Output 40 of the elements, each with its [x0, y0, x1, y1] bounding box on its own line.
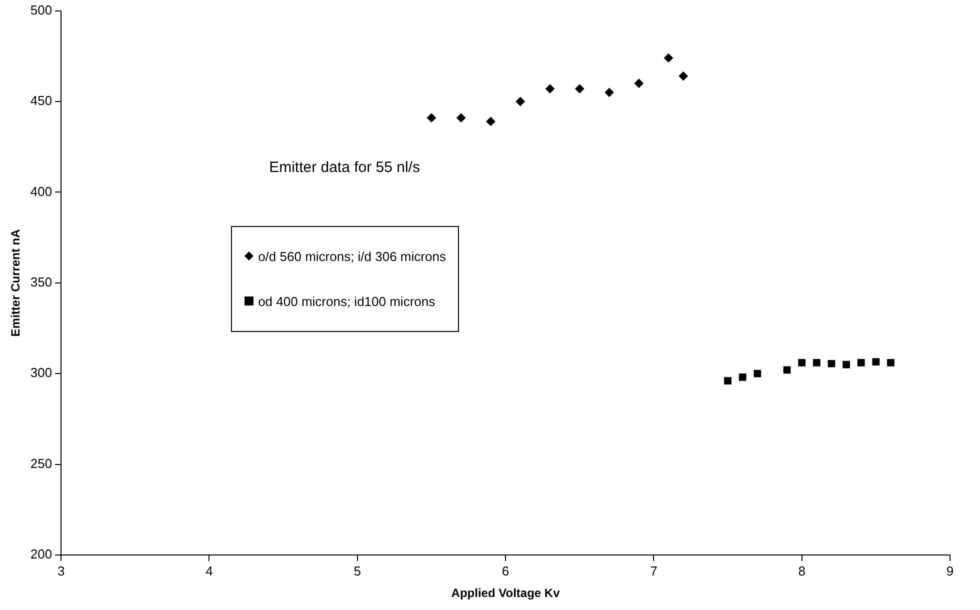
x-tick-label: 6 — [502, 563, 510, 578]
x-tick-label: 5 — [354, 563, 362, 578]
point — [798, 359, 806, 366]
point — [828, 360, 836, 368]
x-tick-label: 9 — [946, 563, 954, 578]
point — [872, 358, 880, 366]
x-tick-label: 4 — [206, 563, 213, 578]
point — [486, 116, 496, 126]
y-tick-label: 300 — [30, 365, 52, 380]
legend-title: Emitter data for 55 nl/s — [269, 158, 420, 176]
point — [887, 359, 894, 366]
point — [812, 359, 820, 366]
y-tick-label: 400 — [30, 184, 52, 199]
y-tick-label: 200 — [30, 546, 52, 562]
x-tick-label: 3 — [57, 563, 65, 578]
point — [678, 72, 688, 81]
legend-label: od 400 microns; id100 microns — [258, 294, 436, 309]
y-tick-label: 450 — [30, 93, 52, 108]
point — [575, 84, 584, 94]
point — [783, 366, 791, 374]
point — [842, 360, 850, 368]
x-axis-title: Applied Voltage Kv — [451, 586, 560, 600]
x-tick-label: 7 — [650, 563, 658, 578]
point — [664, 53, 674, 62]
point — [738, 374, 746, 381]
point — [634, 78, 644, 88]
point — [426, 113, 436, 122]
point — [857, 359, 865, 366]
point — [516, 97, 525, 106]
legend-label: o/d 560 microns; i/d 306 microns — [258, 248, 446, 264]
point — [545, 84, 554, 94]
y-axis-title: Emitter Current nA — [8, 228, 23, 337]
y-tick-label: 500 — [30, 2, 52, 18]
point — [724, 377, 732, 385]
y-tick-label: 350 — [30, 274, 52, 290]
point — [604, 88, 614, 97]
x-tick-label: 8 — [798, 563, 806, 578]
y-tick-label: 250 — [30, 456, 52, 471]
point — [754, 370, 762, 378]
point — [456, 113, 466, 122]
